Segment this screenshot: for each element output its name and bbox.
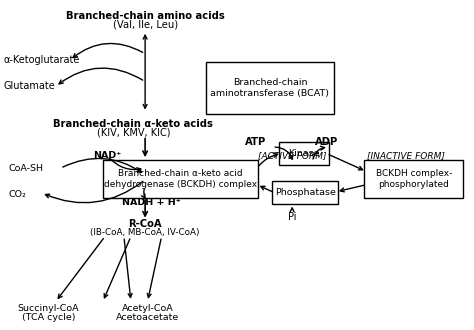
Text: R-CoA: R-CoA	[128, 219, 162, 229]
Text: Acetyl-CoA: Acetyl-CoA	[122, 305, 173, 314]
Text: (KIV, KMV, KIC): (KIV, KMV, KIC)	[97, 127, 170, 137]
Text: Pi: Pi	[288, 213, 296, 222]
Text: [ACTIVE FORM]: [ACTIVE FORM]	[258, 151, 327, 160]
Text: NAD⁺: NAD⁺	[93, 151, 121, 160]
Text: NADH + H⁺: NADH + H⁺	[121, 198, 180, 207]
Text: BCKDH complex-
phosphorylated: BCKDH complex- phosphorylated	[375, 169, 452, 189]
FancyBboxPatch shape	[273, 182, 338, 204]
FancyBboxPatch shape	[279, 142, 329, 165]
Text: Branched-chain
aminotransferase (BCAT): Branched-chain aminotransferase (BCAT)	[210, 79, 329, 98]
Text: ADP: ADP	[315, 137, 338, 147]
Text: α-Ketoglutarate: α-Ketoglutarate	[4, 55, 80, 65]
Text: Branched-chain α-keto acids: Branched-chain α-keto acids	[54, 119, 213, 129]
Text: (TCA cycle): (TCA cycle)	[22, 313, 75, 322]
Text: CO₂: CO₂	[9, 190, 27, 199]
Text: Glutamate: Glutamate	[4, 82, 55, 91]
Text: Branched-chain α-keto acid
dehydrogenase (BCKDH) complex: Branched-chain α-keto acid dehydrogenase…	[104, 169, 257, 189]
Text: (IB-CoA, MB-CoA, IV-CoA): (IB-CoA, MB-CoA, IV-CoA)	[91, 228, 200, 237]
FancyBboxPatch shape	[364, 160, 463, 198]
Text: (Val, Ile, Leu): (Val, Ile, Leu)	[112, 19, 178, 29]
Text: [INACTIVE FORM]: [INACTIVE FORM]	[366, 151, 445, 160]
Text: Branched-chain amino acids: Branched-chain amino acids	[66, 11, 225, 21]
FancyBboxPatch shape	[103, 160, 258, 198]
Text: ATP: ATP	[245, 137, 266, 147]
FancyBboxPatch shape	[206, 62, 334, 114]
Text: Succinyl-CoA: Succinyl-CoA	[18, 305, 79, 314]
Text: Phosphatase: Phosphatase	[275, 188, 336, 197]
Text: CoA-SH: CoA-SH	[9, 164, 44, 173]
Text: Kinase: Kinase	[288, 149, 320, 158]
Text: Acetoacetate: Acetoacetate	[116, 313, 179, 322]
